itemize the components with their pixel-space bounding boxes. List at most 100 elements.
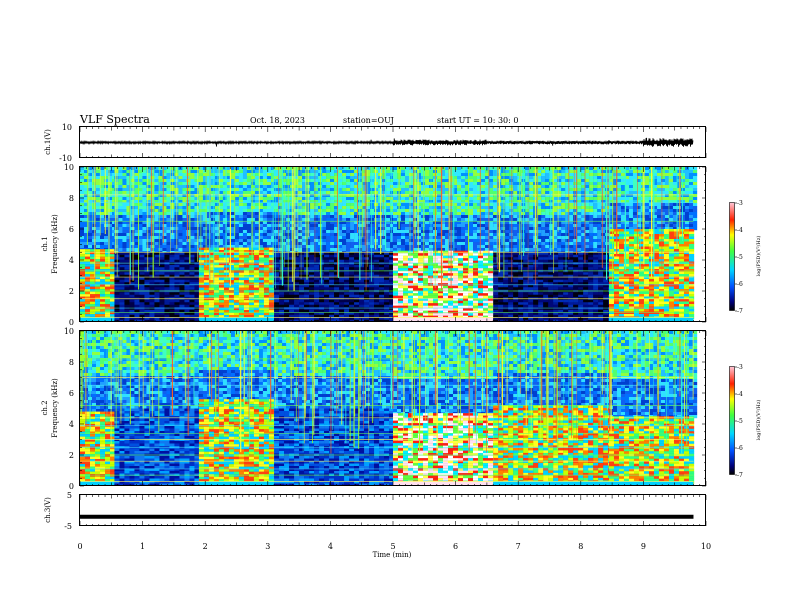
ch1-spec-cell [379, 317, 385, 320]
ch1-spec-cell [289, 252, 295, 255]
ch1-spec-cell [274, 319, 280, 322]
ch1-spec-cell [80, 245, 85, 249]
ch1-spec-cell [279, 312, 285, 315]
ch1-spec-cell [226, 191, 232, 195]
ch1-spec-cell [369, 314, 375, 318]
ch1-spec-cell [208, 265, 215, 268]
ch1-spec-cell [330, 173, 335, 177]
ch1-spec-cell [266, 221, 272, 225]
ch1-spec-cell [386, 242, 391, 246]
ch1-spec-cell [294, 179, 299, 183]
ch1-spec-cell [294, 227, 299, 231]
ch1-spec-cell [339, 282, 345, 285]
ch1-spec-cell [397, 245, 402, 249]
ch1-spec-cell [441, 209, 446, 213]
ch1-spec-cell [166, 206, 171, 210]
ch1-spec-cell [108, 224, 113, 228]
ch1-spec-cell [405, 230, 410, 234]
ch1-spec-cell [218, 224, 224, 228]
ch1-spec-cell [473, 188, 478, 192]
ch1-spec-cell [238, 300, 245, 303]
ch1-spec-cell [324, 299, 330, 303]
ch1-spec-cell [445, 200, 450, 204]
ch1-spec-cell [334, 194, 339, 198]
ch1-spec-cell [202, 212, 208, 216]
ch1-spec-cell [80, 284, 86, 287]
ch1-spec-cell [477, 227, 482, 231]
ch1-spec-cell [477, 224, 482, 228]
ch1-spec-cell [248, 280, 255, 283]
ch1-spec-cell [218, 170, 224, 174]
ch1-spec-cell [174, 200, 179, 204]
ch1-spec-cell [364, 264, 370, 268]
ch1-spec-cell [314, 167, 319, 171]
ch1-spec-cell [243, 252, 250, 256]
ch1-spec-cell [465, 233, 470, 237]
ch1-spec-cell [405, 203, 410, 207]
ch1-spec-cell [248, 255, 255, 258]
ch1-spec-cell [178, 170, 183, 174]
ch1-spec-cell [366, 176, 371, 180]
ch1-spec-cell [174, 259, 180, 263]
ch1-spec-cell [208, 307, 215, 311]
ch1-spec-cell [379, 277, 385, 280]
ch1-spec-cell [386, 239, 391, 243]
ch1-spec-cell [258, 221, 264, 225]
ch1-spec-cell [302, 233, 307, 237]
ch1-spec-cell [389, 267, 395, 270]
ch1-spec-cell [100, 264, 106, 267]
ch1-spec-cell [144, 279, 150, 283]
ch1-spec-cell [146, 176, 151, 180]
ch1-spec-cell [389, 319, 395, 322]
ch1-spec-cell [246, 197, 252, 201]
ch1-spec-cell [242, 176, 248, 180]
ch1-spec-cell [354, 227, 359, 231]
ch1-spec-cell [284, 254, 290, 258]
ch1-spec-cell [437, 212, 442, 216]
ch1-spec-cell [238, 236, 244, 240]
ch1-spec-cell [228, 255, 235, 258]
ch1-spec-cell [96, 221, 101, 225]
ch1-spec-cell [304, 299, 310, 303]
ch1-spec-cell [294, 264, 300, 268]
ch1-spec-cell [166, 236, 171, 240]
ch1-spec-cell [100, 179, 105, 183]
ch1-spec-cell [441, 185, 446, 189]
ch1-spec-cell [226, 179, 232, 183]
ch1-spec-cell [150, 224, 155, 228]
ch1-spec-cell [186, 233, 191, 237]
ch1-spec-cell [134, 272, 140, 275]
ch1-spec-cell [309, 317, 315, 320]
ch1-spec-cell [90, 291, 96, 295]
ch1-spec-cell [242, 170, 248, 174]
ch1-spec-cell [95, 271, 101, 275]
ch1-spec-cell [354, 185, 359, 189]
ch1-spec-cell [445, 197, 450, 201]
ch1-spec-cell [389, 254, 395, 258]
ch1-spec-cell [339, 302, 345, 305]
ch1-spec-cell [158, 185, 163, 189]
ch1-spec-cell [105, 309, 111, 312]
ch1-spec-cell [213, 312, 220, 316]
ch1-spec-cell [461, 236, 466, 240]
ch1-spec-cell [85, 309, 91, 312]
ch1-spec-cell [485, 185, 490, 189]
ch1-spec-cell [190, 236, 195, 240]
ch1-spec-cell [234, 233, 240, 237]
ch1-spec-cell [198, 287, 205, 291]
ch1-spec-cell [263, 312, 270, 316]
ch1-spec-cell [390, 224, 395, 228]
ch1-spec-cell [314, 304, 320, 308]
ch1-spec-cell [96, 167, 101, 171]
ch1-spec-cell [108, 194, 113, 198]
ch1-spec-cell [481, 203, 486, 207]
ch1-spec-cell [202, 206, 208, 210]
ch1-spec-cell [238, 305, 245, 308]
ch1-spec-cell [279, 267, 285, 270]
ch1-spec-cell [314, 294, 320, 298]
ch1-spec-cell [194, 264, 200, 268]
ch1-spec-cell [350, 167, 355, 171]
ch1-spec-cell [362, 170, 367, 174]
ch1-spec-cell [150, 206, 155, 210]
ch1-spec-cell [142, 227, 147, 231]
